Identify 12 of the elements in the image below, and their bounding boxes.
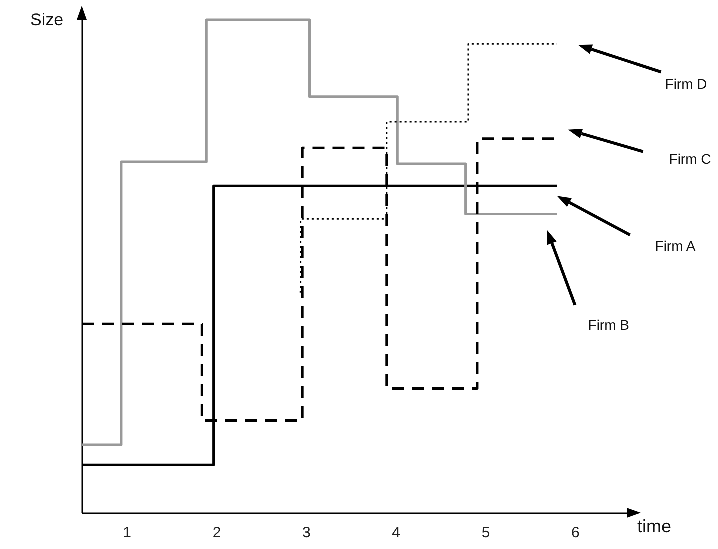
x-tick-label: 4 [392, 524, 401, 542]
x-tick-label: 1 [123, 524, 132, 542]
x-tick-label: 3 [302, 524, 311, 542]
text: Firm C [669, 150, 712, 167]
y-axis-title: Size [30, 10, 64, 30]
x-tick-label: 5 [482, 524, 490, 542]
x-tick-label: 2 [212, 524, 222, 542]
x-axis-title: time [638, 516, 672, 536]
text: Firm A [655, 238, 696, 254]
x-tick-label: 6 [572, 524, 580, 542]
text: Firm B [588, 317, 630, 334]
text: Firm D [665, 76, 708, 92]
